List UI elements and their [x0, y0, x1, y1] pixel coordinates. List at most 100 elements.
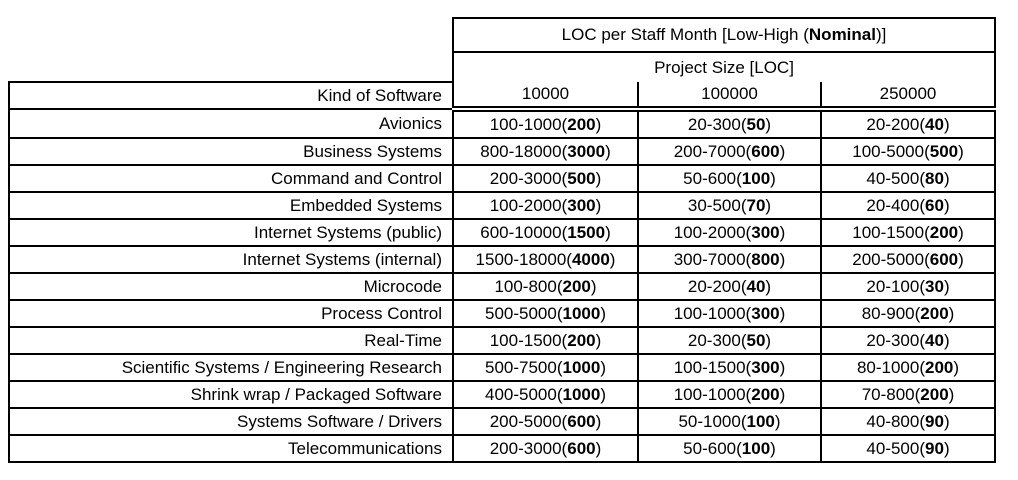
- value-cell-250000: 20-300(40): [819, 326, 997, 355]
- value-cell-250000: 40-500(90): [819, 434, 997, 463]
- loc-range: 200-5000(: [489, 411, 568, 431]
- loc-nominal: 200: [920, 303, 949, 323]
- loc-nominal: 200: [567, 330, 596, 350]
- loc-range: 50-1000(: [678, 411, 747, 431]
- table-row-business-systems: Business Systems 800-18000(3000) 200-700…: [8, 137, 997, 166]
- loc-nominal: 600: [751, 141, 780, 161]
- table-row-internet-systems-public: Internet Systems (public) 600-10000(1500…: [8, 218, 997, 247]
- title-text-end: )]: [875, 25, 887, 44]
- paren-close: ): [595, 195, 602, 215]
- paren-close: ): [595, 330, 602, 350]
- loc-range: 100-1000(: [673, 384, 752, 404]
- value-cell-100000: 20-300(50): [637, 108, 822, 139]
- loc-nominal: 40: [746, 276, 766, 296]
- value-cell-100000: 100-1500(300): [637, 353, 822, 382]
- paren-close: ): [600, 384, 606, 404]
- loc-nominal: 30: [925, 276, 944, 296]
- loc-nominal: 100: [741, 438, 771, 458]
- loc-nominal: 100: [741, 168, 771, 188]
- loc-nominal: 90: [925, 438, 944, 458]
- loc-nominal: 70: [746, 195, 766, 215]
- value-cell-250000: 20-200(40): [819, 108, 997, 139]
- loc-range: 300-7000(: [673, 249, 752, 269]
- loc-nominal: 500: [929, 141, 959, 161]
- loc-range: 50-600(: [683, 168, 742, 188]
- loc-range: 100-1500(: [852, 222, 930, 242]
- value-cell-100000: 200-7000(600): [637, 137, 822, 166]
- title-row: LOC per Staff Month [Low-High (Nominal)]: [9, 17, 997, 82]
- paren-close: ): [600, 357, 606, 377]
- value-cell-100000: 30-500(70): [637, 191, 822, 220]
- paren-close: ): [948, 384, 955, 404]
- loc-nominal: 200: [562, 276, 591, 296]
- value-cell-10000: 100-800(200): [452, 272, 639, 301]
- value-cell-10000: 800-18000(3000): [452, 137, 639, 166]
- loc-nominal: 300: [567, 195, 596, 215]
- value-cell-250000: 200-5000(600): [819, 245, 997, 274]
- loc-nominal: 300: [751, 222, 780, 242]
- loc-range: 100-1000(: [673, 303, 752, 323]
- loc-nominal: 1500: [567, 222, 606, 242]
- kind-cell: Internet Systems (internal): [8, 245, 454, 274]
- table-row-microcode: Microcode 100-800(200) 20-200(40) 20-100…: [8, 272, 997, 301]
- value-cell-10000: 600-10000(1500): [452, 218, 639, 247]
- loc-range: 20-400(: [866, 195, 926, 215]
- loc-nominal: 200: [929, 222, 959, 242]
- loc-range: 20-300(: [866, 330, 926, 350]
- paren-close: ): [605, 141, 611, 161]
- paren-close: ): [765, 330, 772, 350]
- paren-close: ): [943, 438, 950, 458]
- value-cell-250000: 100-5000(500): [819, 137, 997, 166]
- paren-close: ): [943, 195, 950, 215]
- col-header-10000: 10000: [452, 82, 639, 112]
- value-cell-10000: 100-2000(300): [452, 191, 639, 220]
- kind-cell: Microcode: [8, 272, 454, 301]
- loc-nominal: 50: [746, 114, 766, 134]
- loc-range: 40-500(: [866, 438, 926, 458]
- loc-nominal: 60: [925, 195, 944, 215]
- loc-range: 40-800(: [866, 411, 926, 431]
- value-cell-250000: 40-800(90): [819, 407, 997, 436]
- paren-close: ): [943, 114, 950, 134]
- loc-nominal: 3000: [567, 141, 606, 161]
- table-row-avionics: Avionics 100-1000(200) 20-300(50) 20-200…: [8, 108, 997, 139]
- paren-close: ): [595, 168, 602, 188]
- value-cell-250000: 80-1000(200): [819, 353, 997, 382]
- loc-nominal: 4000: [571, 249, 610, 269]
- kind-cell: Embedded Systems: [8, 191, 454, 220]
- value-cell-100000: 20-300(50): [637, 326, 822, 355]
- paren-close: ): [958, 141, 964, 161]
- value-cell-100000: 100-1000(200): [637, 380, 822, 409]
- loc-nominal: 40: [925, 330, 944, 350]
- loc-range: 200-3000(: [489, 438, 568, 458]
- value-cell-10000: 400-5000(1000): [452, 380, 639, 409]
- col-header-100000: 100000: [637, 82, 822, 112]
- loc-nominal: 300: [751, 357, 780, 377]
- value-cell-100000: 100-1000(300): [637, 299, 822, 328]
- paren-close: ): [958, 249, 964, 269]
- value-cell-250000: 20-100(30): [819, 272, 997, 301]
- value-cell-100000: 300-7000(800): [637, 245, 822, 274]
- table-row-process-control: Process Control 500-5000(1000) 100-1000(…: [8, 299, 997, 328]
- project-size-row: Project Size [LOC]: [9, 51, 997, 82]
- paren-close: ): [609, 249, 616, 269]
- loc-nominal: 200: [567, 114, 596, 134]
- loc-range: 100-1000(: [489, 114, 568, 134]
- paren-close: ): [595, 438, 602, 458]
- value-cell-10000: 500-7500(1000): [452, 353, 639, 382]
- loc-range: 20-300(: [687, 114, 747, 134]
- table-row-embedded-systems: Embedded Systems 100-2000(300) 30-500(70…: [8, 191, 997, 220]
- loc-range: 30-500(: [687, 195, 747, 215]
- loc-range: 100-2000(: [489, 195, 568, 215]
- paren-close: ): [943, 330, 950, 350]
- loc-nominal: 200: [925, 357, 954, 377]
- value-cell-100000: 50-600(100): [637, 164, 822, 193]
- paren-close: ): [590, 276, 597, 296]
- table-title: LOC per Staff Month [Low-High (Nominal)]: [451, 17, 997, 53]
- value-cell-10000: 1500-18000(4000): [452, 245, 639, 274]
- paren-close: ): [779, 222, 786, 242]
- loc-nominal: 1000: [562, 384, 601, 404]
- loc-range: 400-5000(: [484, 384, 563, 404]
- kind-cell: Internet Systems (public): [8, 218, 454, 247]
- value-cell-100000: 100-2000(300): [637, 218, 822, 247]
